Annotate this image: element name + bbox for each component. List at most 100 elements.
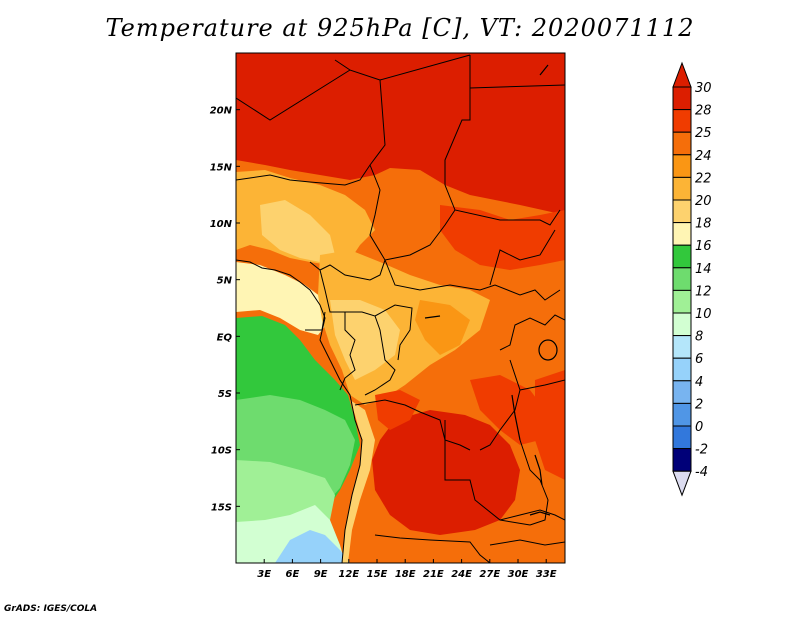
border-chad-east: [444, 55, 471, 185]
lon-tick-label: 9E: [314, 569, 328, 580]
colorbar-box: [672, 176, 692, 201]
coastline-west: [236, 259, 363, 563]
colorbar-box: [672, 131, 692, 156]
lake-victoria: [538, 339, 558, 361]
lat-tick-label: 15N: [210, 162, 233, 173]
field-nigeria-20: [260, 200, 335, 262]
lakes: [424, 64, 558, 516]
colorbar-box: [672, 380, 692, 404]
colorbar-box: [672, 154, 692, 178]
colorbar-label: 2: [695, 397, 703, 412]
colorbar-label: 28: [695, 104, 712, 119]
border-angola-zambia: [444, 420, 531, 526]
colorbar-box: [672, 312, 692, 337]
colorbar-label: 4: [695, 375, 703, 390]
colorbar-label: -2: [695, 443, 708, 458]
colorbar-bottom-arrow: [672, 470, 692, 497]
country-borders: [236, 54, 565, 563]
colorbar-box: [672, 244, 692, 269]
lat-tick-label: 5N: [217, 276, 233, 287]
border-malawi: [519, 439, 549, 526]
field-gulf-18: [236, 262, 330, 335]
colorbar-box: [672, 222, 692, 246]
lat-axis: 20N 15N 10N 5N EQ 5S 10S 15S: [210, 106, 240, 513]
colorbar-box: [672, 199, 692, 224]
field-sudan-28: [440, 205, 565, 270]
field-congo-24: [415, 300, 470, 355]
chart-title: Temperature at 925hPa [C], VT: 202007111…: [105, 14, 695, 42]
border-car-drc: [384, 259, 561, 301]
colorbar-label: 20: [695, 194, 712, 209]
colorbar-label: 0: [695, 420, 703, 435]
lon-tick-label: 27E: [479, 569, 500, 580]
border-drc-angola: [354, 399, 471, 451]
colorbar-label: 22: [695, 171, 712, 186]
colorbar-label: 10: [695, 307, 712, 322]
field-east-28: [470, 375, 545, 445]
border-lake-tanganyika: [479, 359, 521, 451]
border-uganda: [499, 314, 565, 351]
field-ocean-6: [275, 530, 350, 563]
colorbar-box: [672, 289, 692, 314]
colorbar-label: 16: [695, 239, 712, 254]
colorbar-box: [672, 448, 692, 472]
lon-tick-label: 18E: [395, 569, 416, 580]
border-chad-cameroon: [319, 164, 386, 281]
colorbar-box: [672, 425, 692, 450]
colorbar-label: 14: [695, 262, 712, 277]
lat-tick-label: 15S: [211, 502, 232, 513]
field-angola-30: [372, 410, 520, 535]
lake-mai-ndombe: [424, 315, 441, 319]
field-congo-20: [330, 300, 400, 380]
border-south-sudan: [489, 229, 556, 286]
border-zambia-zimbabwe: [499, 509, 565, 521]
grads-credit: GrADS: IGES/COLA: [4, 604, 98, 614]
border-libya: [379, 54, 471, 81]
colorbar-label: 25: [695, 126, 712, 141]
lon-tick-label: 6E: [286, 569, 300, 580]
lake-malawi: [534, 454, 543, 486]
lon-tick-label: 15E: [367, 569, 388, 580]
border-car-north: [384, 209, 456, 261]
lat-tick-label: 5S: [218, 389, 232, 400]
border-congo-drc: [374, 304, 413, 361]
colorbar-label: 18: [695, 217, 712, 232]
temperature-field: [236, 53, 565, 563]
colorbar-box: [672, 402, 692, 427]
field-sahara-30: [236, 53, 565, 215]
lat-tick-label: 10S: [211, 446, 232, 457]
lat-tick-label: EQ: [217, 332, 233, 343]
field-mozambique-28: [535, 370, 565, 480]
border-chad-sudan: [444, 184, 561, 226]
lon-tick-label: 12E: [338, 569, 359, 580]
lake-tanganyika: [511, 394, 521, 441]
colorbar-top-arrow: [672, 61, 692, 88]
lat-tick-label: 10N: [210, 219, 233, 230]
lon-tick-label: 30E: [508, 569, 529, 580]
field-coast-20: [342, 400, 375, 563]
colorbar-box: [672, 86, 692, 111]
colorbar-box: [672, 357, 692, 382]
border-gabon-congo-inner: [339, 312, 356, 391]
border-tanzania: [519, 379, 565, 391]
border-zimbabwe-south: [489, 539, 565, 546]
lon-axis: 3E 6E 9E 12E 15E 18E 21E 24E 27E 30E 33E: [257, 559, 557, 580]
nile-delta: [539, 64, 549, 76]
lon-tick-label: 24E: [451, 569, 472, 580]
lon-tick-label: 21E: [423, 569, 444, 580]
lat-tick-label: 20N: [210, 106, 233, 117]
colorbar-label: -4: [695, 465, 708, 480]
plot-frame: [235, 52, 566, 564]
colorbar-box: [672, 267, 692, 291]
lon-tick-label: 33E: [536, 569, 557, 580]
colorbar-label: 30: [695, 81, 712, 96]
colorbar-box: [672, 335, 692, 359]
border-algeria-niger: [334, 59, 351, 71]
lon-tick-label: 3E: [257, 569, 271, 580]
border-namibia: [374, 534, 491, 563]
border-egypt-sudan: [469, 84, 565, 89]
colorbar-label: 24: [695, 149, 712, 164]
colorbar-box: [672, 109, 692, 133]
